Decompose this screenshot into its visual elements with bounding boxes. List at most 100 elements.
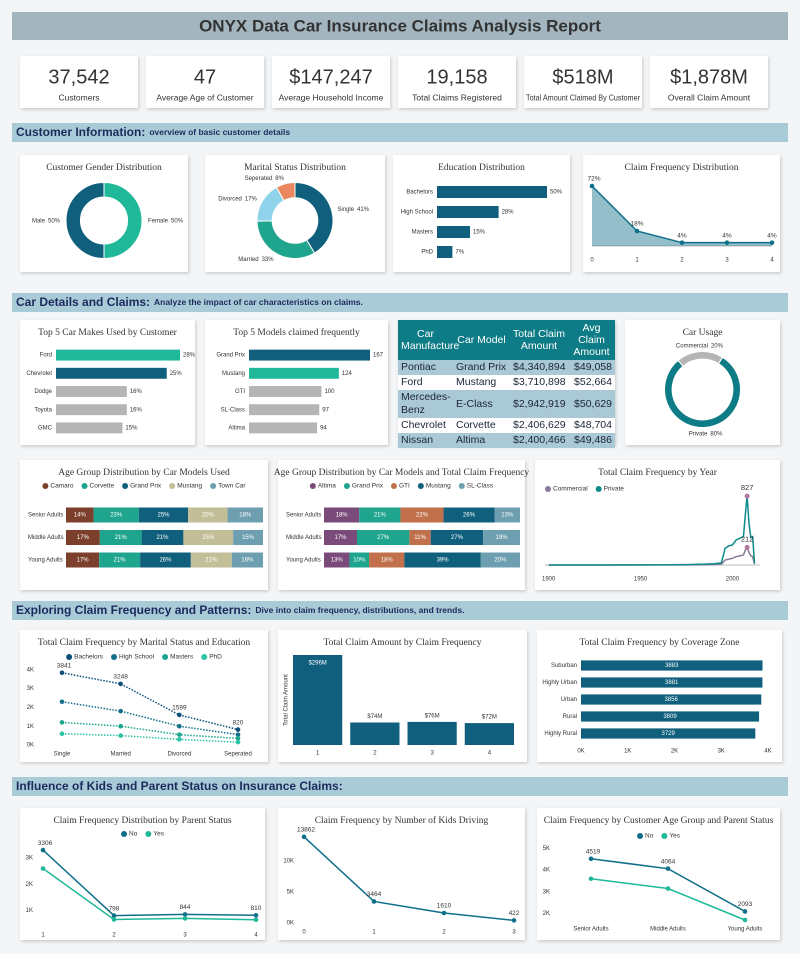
category-label: Young Adults [28,558,63,564]
section-bar [12,123,788,142]
table-cell: Ford [398,375,453,390]
bar-segment [66,552,100,568]
bar [437,206,499,218]
bar [249,404,320,416]
line [548,496,756,566]
kpi-value: $1,878M [670,66,748,88]
chart-title: Claim Frequency Distribution [625,163,739,173]
pie-slice [664,356,741,428]
kpi-label: Average Age of Customer [156,92,253,102]
value-label: 20% [202,513,215,519]
legend-swatch [458,483,465,489]
legend-swatch [417,483,424,489]
bar-segment [66,530,100,545]
legend-label: No [129,831,138,838]
section-subtitle: overview of basic customer details [149,127,290,137]
section-heading: Customer Information: overview of basic c… [16,125,290,139]
kpi-value: 19,158 [426,66,487,88]
bar-segment [430,530,484,545]
table-cell: $50,629 [568,390,615,418]
bar [581,677,763,688]
kpi-card [524,56,642,108]
marker [301,834,307,840]
category-label: PhD [421,250,433,256]
legend: Bachelors High School Masters PhD [66,654,222,661]
value-label: 798 [109,905,120,912]
value-label: 16% [130,389,143,395]
legend-swatch [637,833,644,839]
chart-title: Marital Status Distribution [244,163,346,173]
kpi-value: $147,247 [289,66,372,88]
category-label: Rural [563,714,577,720]
table-cell: $2,942,919 [510,390,568,418]
pie-slice [294,181,334,254]
bar [581,694,762,705]
section-heading: Exploring Claim Frequency and Patterns: D… [16,603,464,617]
bar-segment [400,507,444,523]
value-label: 17% [77,558,90,564]
y-tick-label: 0K [27,743,34,749]
marker [182,916,188,921]
bar-segment [369,552,405,568]
kpi-card [20,56,138,108]
slice-value: 41% [357,206,370,212]
bar [581,711,760,722]
chart-title: Total Claim Frequency by Coverage Zone [580,638,740,648]
value-label: 39% [437,558,450,564]
bar-segment [93,507,139,523]
table-row: Ford Mustang $3,710,898 $52,664 [398,375,615,390]
value-label: 4% [767,232,777,239]
table-row: Chevrolet Corvette $2,406,629 $48,704 [398,418,615,433]
x-tick-label: 4 [770,258,774,264]
table-cell: Corvette [453,418,510,433]
legend-label: Corvette [90,483,115,490]
category-label: Suburban [551,663,577,669]
pie-slice [65,181,105,260]
category-label: SL-Class [221,407,245,413]
value-label: $296M [308,661,326,667]
value-label: 50% [550,190,563,196]
x-tick-label: 3 [725,258,729,264]
legend: Camaro Corvette Grand Prix Mustang Town Car [42,483,246,490]
slice-value: 80% [710,431,723,437]
pie-slice [103,181,143,260]
x-tick-label: 1 [316,751,320,757]
y-tick-label: 1K [26,908,33,914]
marker [769,240,775,245]
line [42,867,257,921]
kpi-value: 47 [194,66,216,88]
bar-segment [409,530,431,545]
value-label: 1610 [437,903,452,910]
x-tick-label: 3 [512,930,516,936]
slice-value: 50% [48,218,61,224]
legend-swatch [66,654,73,660]
value-label: 28% [502,210,515,216]
x-tick-label: 4 [488,751,492,757]
value-label: 17% [77,535,90,541]
table-cell: $3,710,898 [510,375,568,390]
chart-title: Total Claim Frequency by Marital Status … [38,638,250,648]
header-cell: Total Claim Amount [510,320,568,360]
legend-label: Grand Prix [352,483,384,490]
table-head: Car Manufacture Car Model Total Claim Amou… [398,320,615,360]
legend-label: Grand Prix [130,483,162,490]
line [42,849,257,917]
line [61,721,239,740]
chart-title: Education Distribution [438,163,525,173]
legend-label: Town Car [218,483,246,490]
legend-swatch [309,483,316,489]
legend-label: High School [119,654,155,661]
bar-segment [66,507,94,523]
title-bar [12,12,788,40]
value-label: 7% [455,250,464,256]
section-subtitle: Analyze the impact of car characteristic… [154,297,363,307]
marker [118,733,123,738]
value-label: 94 [320,425,327,431]
x-tick-label: 2 [112,933,116,939]
x-tick-label: 1 [635,258,639,264]
bar [464,723,514,745]
legend-label: Camaro [50,483,74,490]
legend-swatch [201,654,208,660]
y-tick-label: 5K [287,890,294,896]
